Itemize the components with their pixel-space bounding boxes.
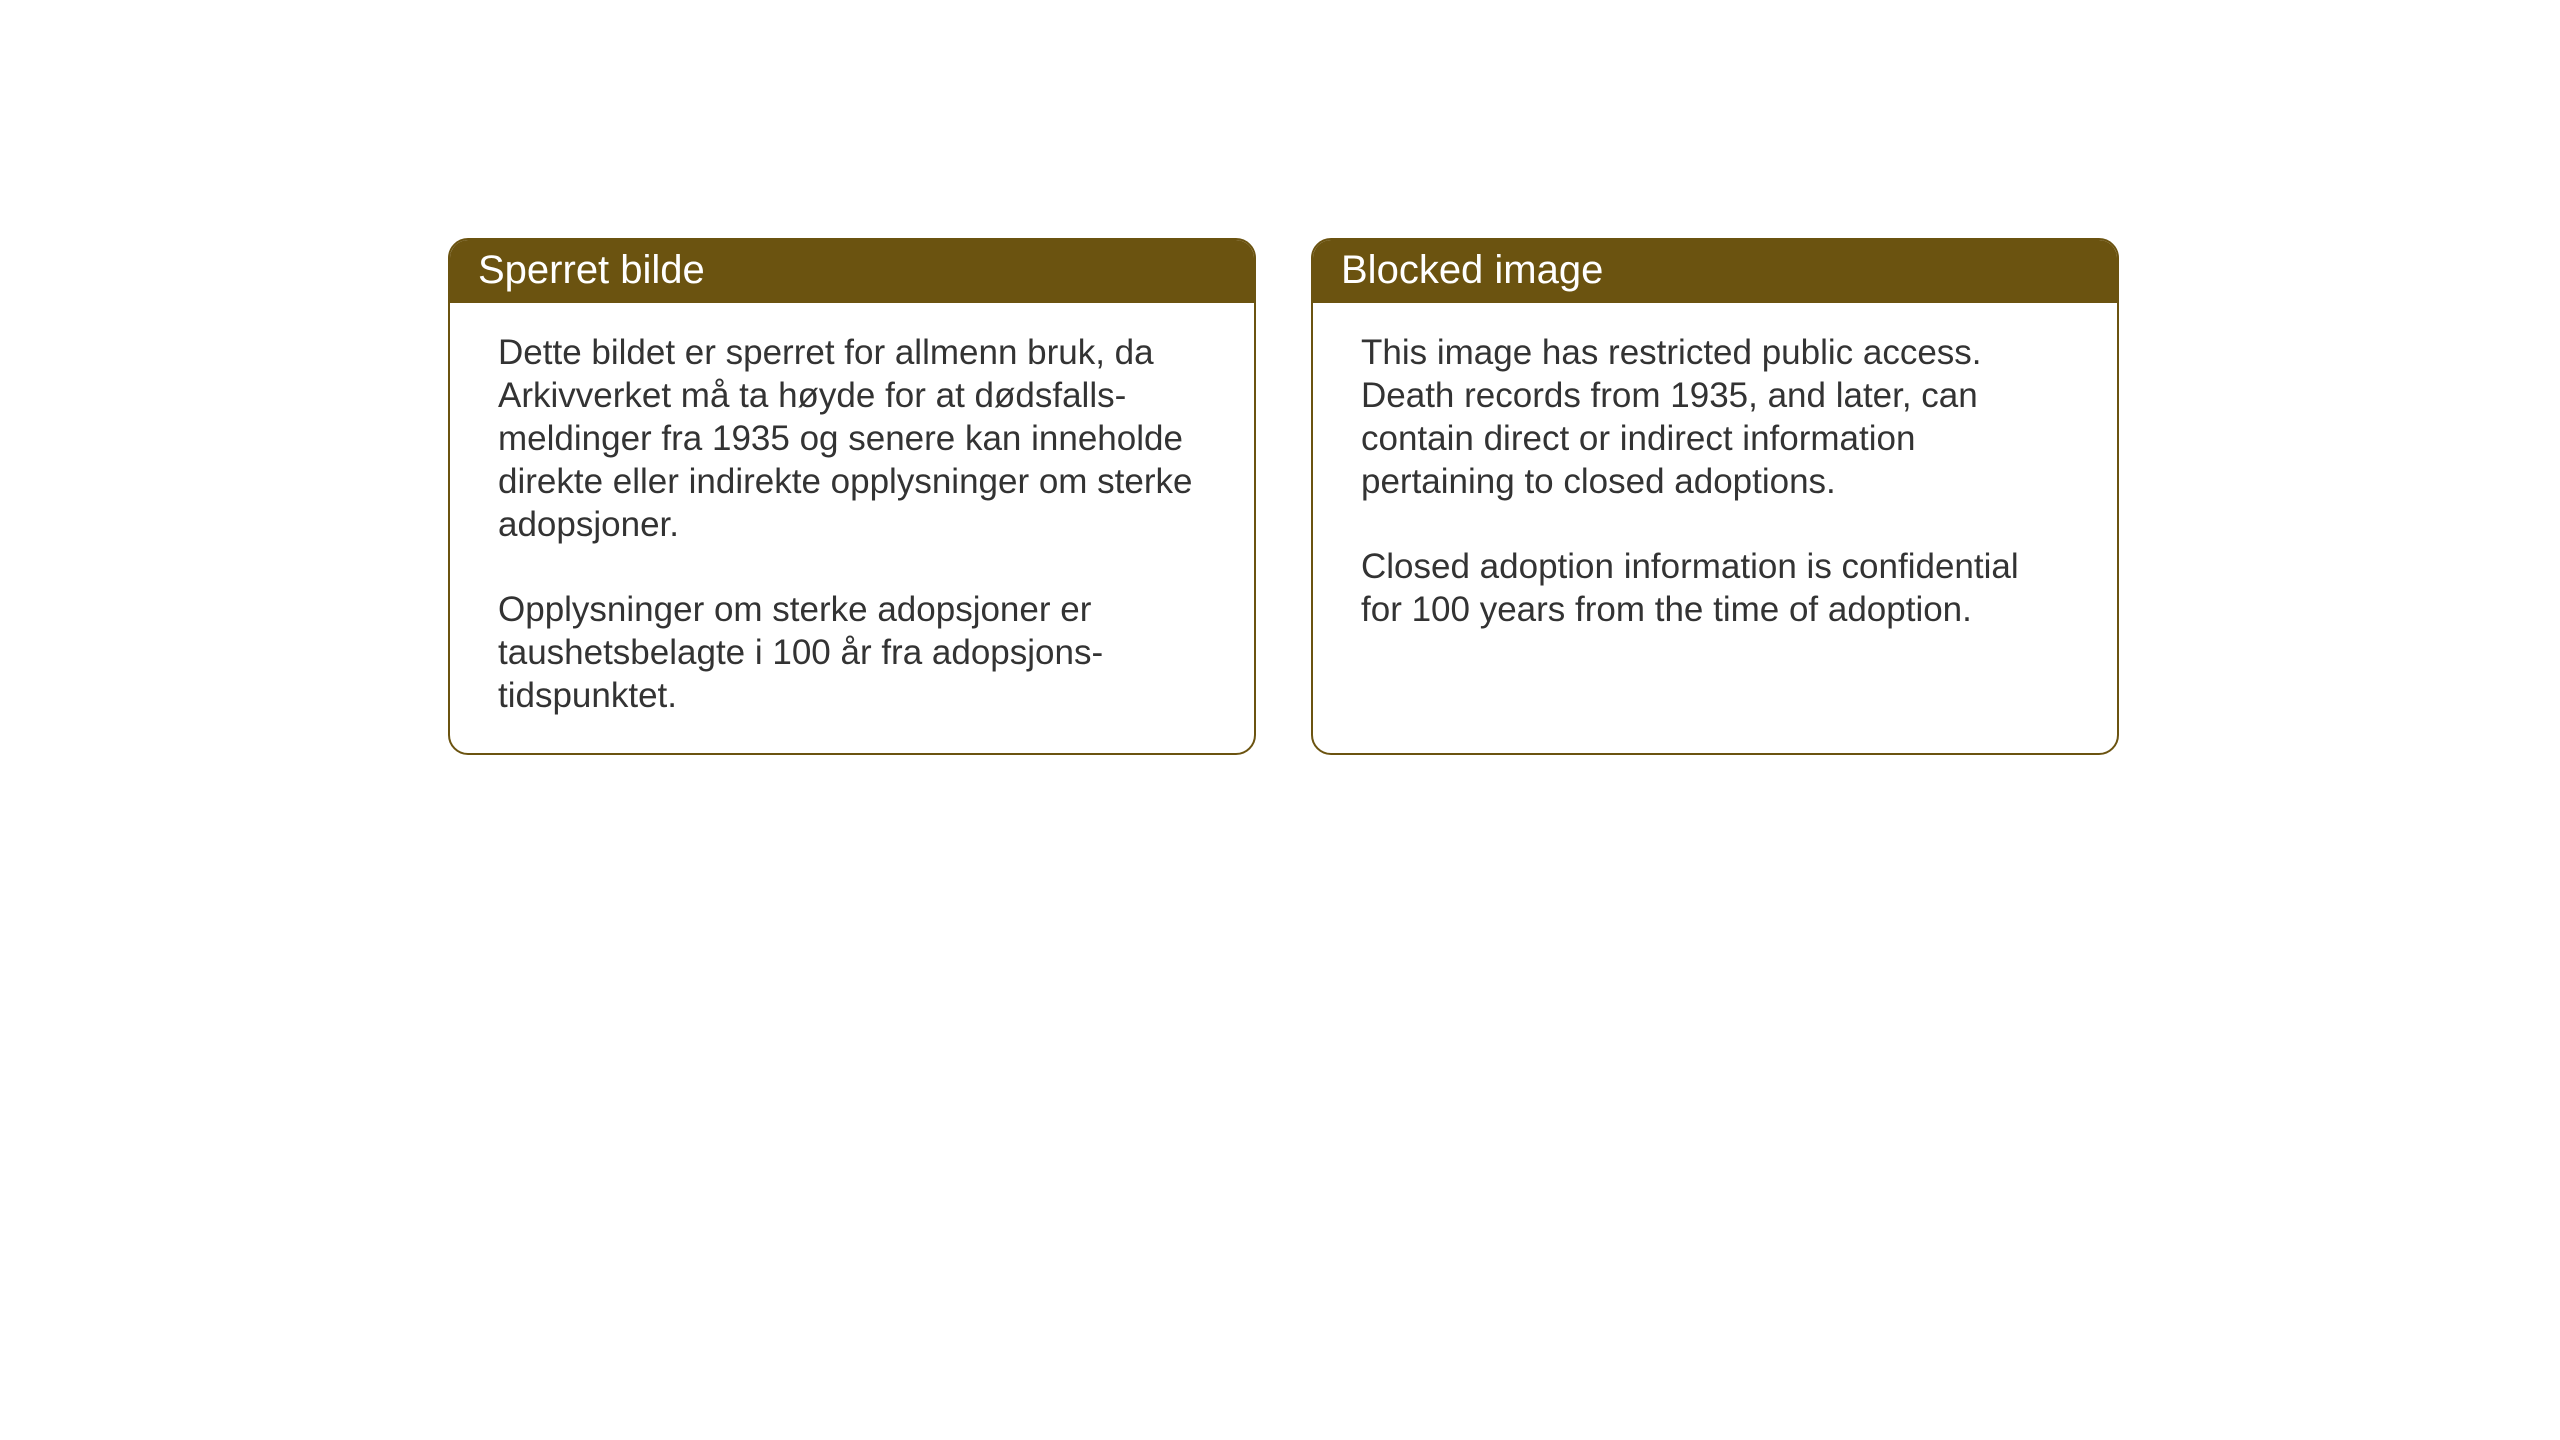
english-notice-title: Blocked image	[1313, 240, 2117, 303]
norwegian-paragraph-1: Dette bildet er sperret for allmenn bruk…	[498, 331, 1206, 546]
notice-container: Sperret bilde Dette bildet er sperret fo…	[0, 0, 2560, 755]
norwegian-notice-title: Sperret bilde	[450, 240, 1254, 303]
english-notice-body: This image has restricted public access.…	[1313, 303, 2117, 667]
english-paragraph-1: This image has restricted public access.…	[1361, 331, 2069, 503]
norwegian-paragraph-2: Opplysninger om sterke adopsjoner er tau…	[498, 588, 1206, 717]
english-notice-box: Blocked image This image has restricted …	[1311, 238, 2119, 755]
norwegian-notice-box: Sperret bilde Dette bildet er sperret fo…	[448, 238, 1256, 755]
norwegian-notice-body: Dette bildet er sperret for allmenn bruk…	[450, 303, 1254, 753]
english-paragraph-2: Closed adoption information is confident…	[1361, 545, 2069, 631]
